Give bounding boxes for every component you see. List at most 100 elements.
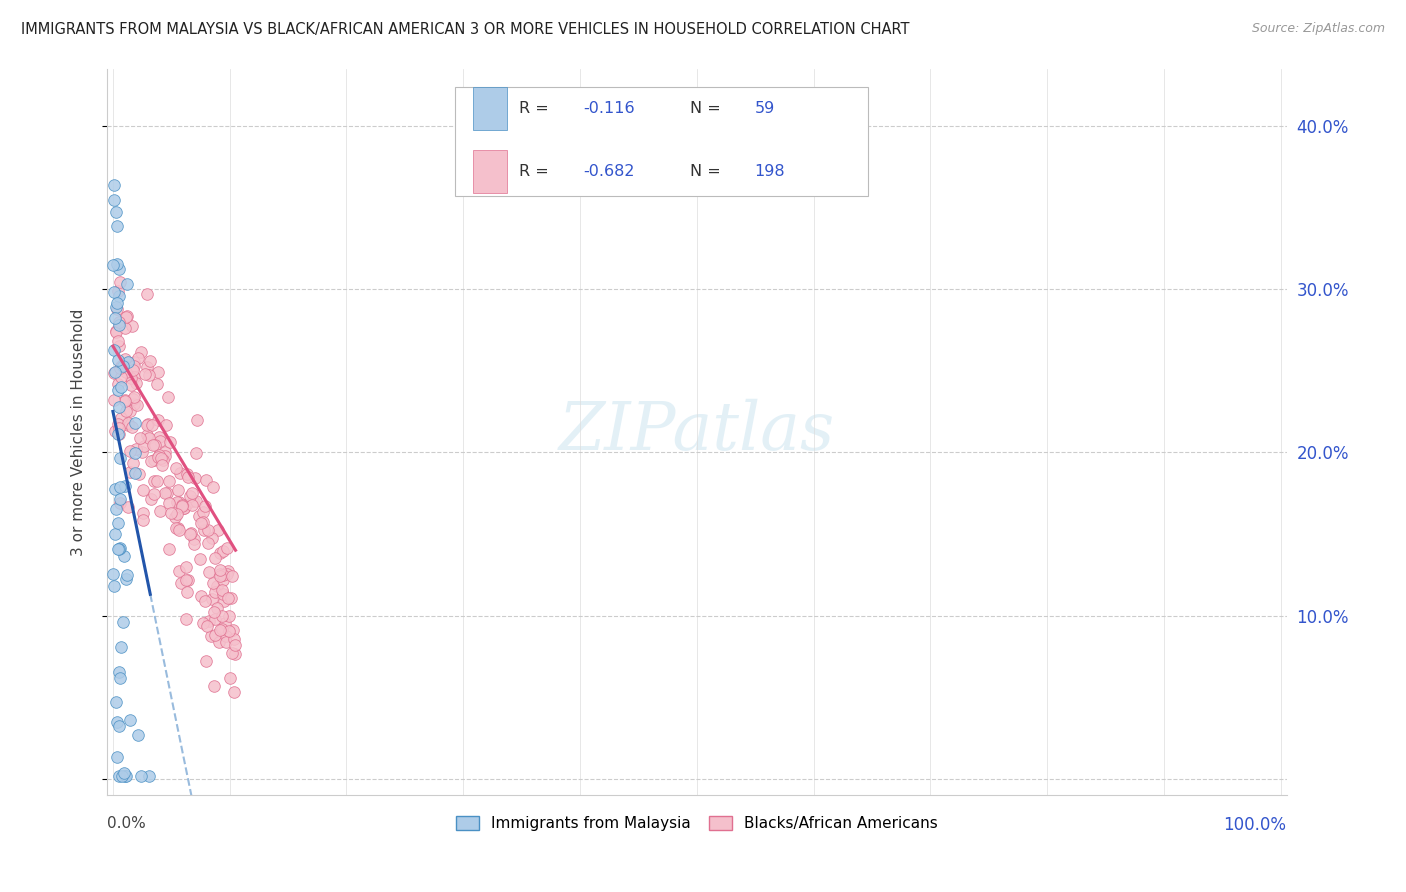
Point	[131, 445, 153, 459]
Point	[204, 628, 226, 642]
Point	[114, 768, 136, 782]
Point	[103, 178, 125, 192]
Point	[219, 591, 242, 606]
Point	[156, 486, 179, 500]
Point	[142, 453, 165, 467]
Point	[174, 559, 197, 574]
Point	[148, 430, 170, 444]
Point	[117, 417, 139, 431]
Point	[150, 450, 173, 465]
Point	[191, 515, 214, 529]
Point	[169, 576, 191, 591]
Point	[110, 380, 132, 394]
Point	[128, 467, 150, 481]
Point	[139, 491, 162, 506]
Point	[177, 574, 200, 588]
Point	[208, 634, 231, 648]
Point	[174, 612, 197, 626]
Point	[104, 365, 127, 379]
Point	[114, 352, 136, 367]
Point	[184, 446, 207, 460]
Point	[197, 524, 219, 538]
Point	[136, 428, 159, 442]
Point	[136, 359, 159, 374]
Text: Source: ZipAtlas.com: Source: ZipAtlas.com	[1251, 22, 1385, 36]
Point	[224, 647, 246, 661]
Point	[105, 325, 128, 339]
Text: N =: N =	[690, 164, 725, 179]
Point	[170, 498, 193, 512]
Point	[214, 593, 236, 607]
Point	[224, 684, 246, 698]
Point	[104, 695, 127, 709]
Point	[132, 513, 155, 527]
Point	[124, 446, 146, 460]
Point	[221, 646, 243, 660]
Point	[118, 443, 141, 458]
Point	[127, 728, 149, 742]
Point	[211, 574, 233, 588]
Point	[212, 544, 235, 558]
FancyBboxPatch shape	[472, 87, 508, 130]
Point	[108, 451, 131, 466]
Point	[159, 435, 181, 450]
Point	[148, 448, 170, 462]
Point	[209, 567, 232, 582]
Point	[209, 569, 232, 583]
Point	[115, 310, 138, 325]
Point	[186, 412, 208, 426]
Point	[105, 302, 128, 317]
Point	[179, 527, 201, 541]
Point	[115, 309, 138, 323]
Point	[110, 541, 132, 556]
Point	[170, 500, 193, 514]
Point	[110, 275, 132, 289]
Point	[105, 296, 128, 310]
Point	[117, 500, 139, 515]
FancyBboxPatch shape	[472, 150, 508, 194]
Point	[204, 679, 226, 693]
Point	[107, 541, 129, 556]
Point	[108, 671, 131, 685]
Point	[157, 495, 180, 509]
Text: 0.0%: 0.0%	[107, 815, 146, 830]
Point	[139, 354, 162, 368]
Point	[107, 376, 129, 391]
Point	[141, 417, 163, 432]
Point	[184, 494, 207, 508]
Point	[204, 612, 226, 626]
Point	[122, 396, 145, 410]
Point	[132, 439, 155, 453]
Point	[114, 768, 136, 782]
Point	[143, 437, 166, 451]
Point	[167, 564, 190, 578]
Point	[149, 504, 172, 518]
Point	[125, 442, 148, 456]
Point	[204, 551, 226, 566]
Point	[149, 434, 172, 449]
Legend: Immigrants from Malaysia, Blacks/African Americans: Immigrants from Malaysia, Blacks/African…	[456, 815, 938, 831]
Point	[110, 640, 132, 654]
Point	[111, 360, 134, 375]
Point	[121, 318, 143, 333]
Point	[146, 413, 169, 427]
Point	[211, 567, 233, 582]
Point	[165, 461, 187, 475]
Point	[104, 310, 127, 325]
Point	[103, 343, 125, 357]
Point	[208, 546, 231, 560]
Point	[107, 261, 129, 276]
Point	[214, 616, 236, 631]
Point	[187, 508, 209, 523]
Text: R =: R =	[519, 101, 554, 116]
Point	[200, 629, 222, 643]
Point	[105, 324, 128, 338]
Point	[115, 572, 138, 586]
Point	[138, 768, 160, 782]
Point	[111, 615, 134, 629]
Point	[194, 593, 217, 607]
Point	[195, 473, 218, 487]
Point	[134, 368, 156, 382]
Point	[193, 505, 215, 519]
Point	[121, 420, 143, 434]
